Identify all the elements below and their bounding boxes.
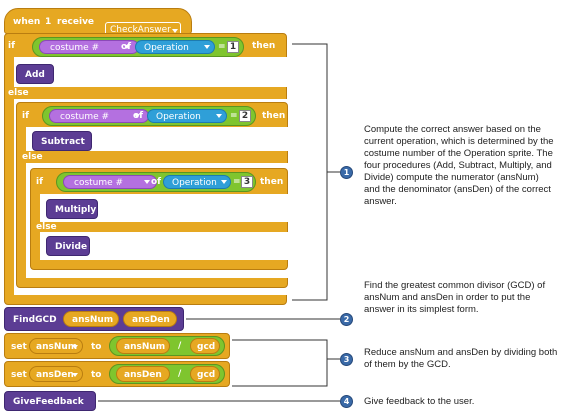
- middle-if-keyword: if: [22, 111, 30, 121]
- denominator[interactable]: gcd: [190, 366, 220, 382]
- when-receive-hat-block[interactable]: when 1 receive CheckAnswer: [4, 8, 192, 38]
- chevron-down-icon: [124, 45, 130, 49]
- subtract-label: Subtract: [41, 137, 85, 147]
- note-3: Reduce ansNum and ansDen by dividing bot…: [364, 347, 558, 370]
- chevron-down-icon: [144, 180, 150, 184]
- costume-reporter[interactable]: costume #: [39, 40, 139, 54]
- sprite-dropdown[interactable]: Operation: [163, 175, 231, 189]
- sprite-label: Operation: [172, 178, 217, 188]
- variable-dropdown[interactable]: ansNum: [29, 338, 83, 354]
- callout-badge-3: 3: [340, 353, 353, 366]
- value-input[interactable]: 1: [227, 41, 239, 53]
- equals-sign: =: [233, 177, 241, 187]
- equals-sign: =: [230, 111, 238, 121]
- outer-else-keyword: else: [8, 88, 29, 98]
- set-keyword: set: [11, 370, 27, 380]
- condition-2[interactable]: costume # of Operation = 2: [42, 106, 256, 126]
- numerator[interactable]: ansDen: [116, 366, 170, 382]
- multiply-label: Multiply: [55, 205, 97, 215]
- value-input[interactable]: 3: [241, 176, 253, 188]
- find-gcd-label: FindGCD: [13, 315, 57, 325]
- division-sign: /: [178, 341, 182, 351]
- gcd-arg-label: ansDen: [132, 315, 170, 325]
- equals-sign: =: [218, 42, 226, 52]
- numerator-label: ansDen: [124, 370, 162, 380]
- inner-if-keyword: if: [36, 177, 44, 187]
- gcd-arg-ans-num[interactable]: ansNum: [63, 311, 119, 327]
- set-keyword: set: [11, 342, 27, 352]
- add-label: Add: [25, 70, 45, 80]
- chevron-down-icon: [204, 45, 210, 49]
- key-number: 1: [45, 17, 52, 27]
- sprite-label: Operation: [144, 43, 189, 53]
- costume-reporter[interactable]: costume #: [63, 175, 157, 189]
- variable-label: ansDen: [36, 370, 74, 380]
- chevron-down-icon: [134, 114, 140, 118]
- numerator[interactable]: ansNum: [116, 338, 170, 354]
- variable-label: ansNum: [36, 342, 78, 352]
- chevron-down-icon: [216, 114, 222, 118]
- inner-else-keyword: else: [36, 222, 57, 232]
- when-keyword: when: [13, 17, 41, 27]
- note-1: Compute the correct answer based on the …: [364, 124, 554, 207]
- chevron-down-icon: [221, 180, 227, 184]
- of-keyword: of: [133, 111, 144, 121]
- denominator-label: gcd: [197, 370, 216, 380]
- sprite-label: Operation: [156, 112, 201, 122]
- sprite-dropdown[interactable]: Operation: [147, 109, 227, 123]
- callout-badge-1: 1: [340, 166, 353, 179]
- note-2: Find the greatest common divisor (GCD) o…: [364, 280, 546, 315]
- to-keyword: to: [91, 342, 102, 352]
- costume-label: costume #: [60, 112, 110, 122]
- subtract-procedure[interactable]: Subtract: [32, 131, 92, 151]
- to-keyword: to: [91, 370, 102, 380]
- value-input[interactable]: 2: [239, 110, 251, 122]
- give-feedback-procedure[interactable]: GiveFeedback: [4, 391, 96, 411]
- give-feedback-label: GiveFeedback: [13, 397, 84, 407]
- denominator[interactable]: gcd: [190, 338, 220, 354]
- divide-label: Divide: [55, 242, 88, 252]
- callout-badge-2: 2: [340, 313, 353, 326]
- multiply-procedure[interactable]: Multiply: [46, 199, 98, 219]
- condition-3[interactable]: costume # of Operation = 3: [56, 172, 256, 192]
- message-name: CheckAnswer: [110, 25, 171, 35]
- costume-label: costume #: [74, 178, 124, 188]
- gcd-arg-label: ansNum: [72, 315, 114, 325]
- of-keyword: of: [121, 42, 132, 52]
- add-procedure[interactable]: Add: [16, 64, 54, 84]
- find-gcd-procedure[interactable]: FindGCD ansNum ansDen: [4, 307, 184, 331]
- sprite-dropdown[interactable]: Operation: [135, 40, 215, 54]
- denominator-label: gcd: [197, 342, 216, 352]
- set-ans-den-block[interactable]: set ansDen to ansDen / gcd: [4, 361, 230, 387]
- chevron-down-icon: [72, 345, 78, 349]
- chevron-down-icon: [172, 29, 178, 33]
- condition-1[interactable]: costume # of Operation = 1: [32, 37, 244, 57]
- chevron-down-icon: [72, 373, 78, 377]
- receive-keyword: receive: [57, 17, 95, 27]
- bracket-3: [232, 339, 328, 387]
- middle-else-keyword: else: [22, 152, 43, 162]
- costume-label: costume #: [50, 43, 100, 53]
- outer-if-slot: [14, 57, 287, 87]
- callout-badge-4: 4: [340, 395, 353, 408]
- division-sign: /: [178, 369, 182, 379]
- middle-then-keyword: then: [262, 111, 286, 121]
- set-ans-num-block[interactable]: set ansNum to ansNum / gcd: [4, 333, 230, 359]
- costume-reporter[interactable]: costume #: [49, 109, 149, 123]
- outer-then-keyword: then: [252, 41, 276, 51]
- variable-dropdown[interactable]: ansDen: [29, 366, 83, 382]
- gcd-arg-ans-den[interactable]: ansDen: [123, 311, 177, 327]
- outer-if-keyword: if: [8, 41, 16, 51]
- numerator-label: ansNum: [124, 342, 166, 352]
- bracket-1: [292, 43, 328, 301]
- divide-procedure[interactable]: Divide: [46, 236, 90, 256]
- inner-then-keyword: then: [260, 177, 284, 187]
- of-keyword: of: [151, 177, 162, 187]
- divide-operator[interactable]: ansNum / gcd: [109, 336, 225, 356]
- divide-operator[interactable]: ansDen / gcd: [109, 364, 225, 384]
- note-4: Give feedback to the user.: [364, 396, 475, 407]
